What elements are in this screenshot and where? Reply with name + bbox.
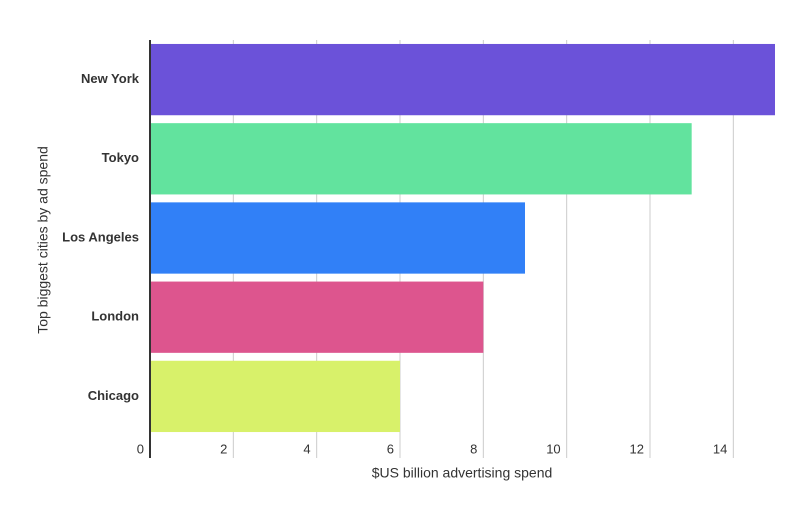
y-tick-label: London xyxy=(91,309,139,324)
bar xyxy=(150,43,775,116)
x-tick-label: 2 xyxy=(220,441,227,456)
x-tick-label: 0 xyxy=(137,441,144,456)
x-tick-label: 10 xyxy=(546,441,560,456)
x-tick-label: 12 xyxy=(630,441,644,456)
x-tick-label: 6 xyxy=(387,441,394,456)
bar xyxy=(150,281,484,353)
y-tick-label: New York xyxy=(81,71,140,86)
bar xyxy=(150,360,400,433)
bar xyxy=(150,202,525,274)
y-tick-label: Los Angeles xyxy=(62,229,139,244)
bar xyxy=(150,123,692,195)
y-tick-label: Chicago xyxy=(88,388,139,403)
x-axis-title: $US billion advertising spend xyxy=(372,465,553,481)
y-tick-label: Tokyo xyxy=(102,150,139,165)
x-tick-label: 14 xyxy=(713,441,727,456)
y-axis-title: Top biggest cities by ad spend xyxy=(35,146,51,334)
x-tick-label: 4 xyxy=(303,441,310,456)
x-tick-label: 8 xyxy=(470,441,477,456)
